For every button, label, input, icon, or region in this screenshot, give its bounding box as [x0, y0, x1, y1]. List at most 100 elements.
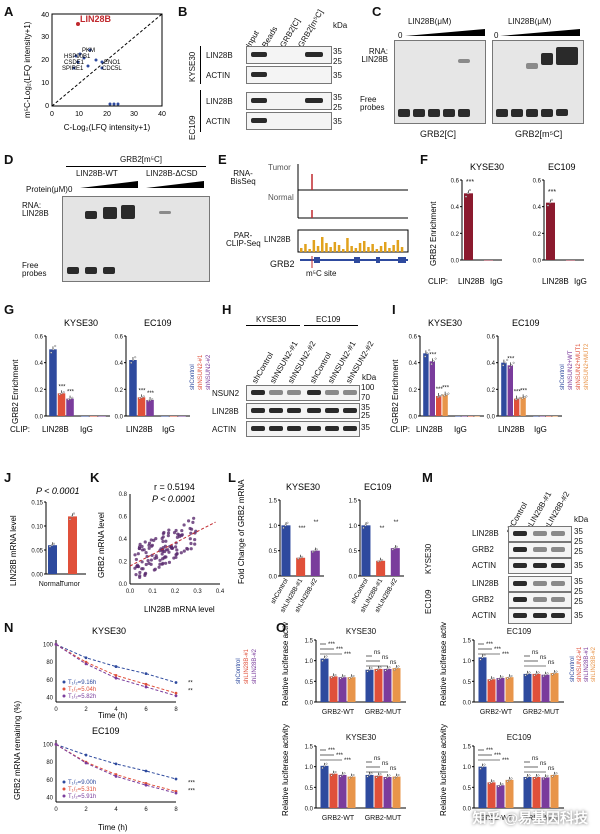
- scatter-point: [167, 550, 171, 554]
- data-point: [544, 776, 547, 779]
- y-axis-label: m⁵C-Log₂(LFQ intensity+1): [23, 21, 32, 118]
- bar: [81, 416, 89, 417]
- y-tick-label: 0.5: [463, 680, 472, 686]
- chart-title: EC109: [92, 726, 120, 736]
- y-tick-label: 0.6: [119, 515, 128, 521]
- western-blot: [508, 592, 572, 608]
- bar: [137, 397, 146, 416]
- data-point: [504, 361, 507, 364]
- data-point: [315, 548, 318, 551]
- marker: 35: [361, 403, 370, 412]
- bar: [347, 776, 356, 808]
- fit-line: [129, 521, 216, 567]
- data-point: [321, 766, 324, 769]
- marker: 35: [333, 47, 342, 56]
- row-label: ACTIN: [472, 611, 496, 620]
- data-point: [330, 774, 333, 777]
- scatter-point: [138, 570, 142, 575]
- row-label: LIN28B: [472, 579, 499, 588]
- x-cat: Tumor: [60, 581, 81, 588]
- bar: [374, 775, 383, 808]
- data-point: [508, 676, 511, 679]
- y-tick-label: 0.2: [409, 388, 418, 394]
- data-point: [144, 682, 148, 686]
- y-tick-label: 0.2: [533, 232, 542, 238]
- bar: [383, 777, 392, 808]
- data-point: [447, 392, 450, 395]
- lin28b-point: [76, 22, 80, 26]
- data-point: [350, 676, 353, 679]
- y-tick-label: 100: [43, 642, 54, 648]
- clip-peak: [358, 243, 362, 252]
- y-tick-label: 0.5: [305, 680, 314, 686]
- significance-label: ***: [514, 390, 522, 396]
- x-cat: IgG: [490, 277, 503, 286]
- scatter-point: [164, 561, 168, 565]
- y-tick-label: 0.6: [115, 335, 124, 341]
- data-point: [71, 396, 74, 399]
- panel-letter-d: D: [4, 152, 14, 167]
- marker: 35: [333, 93, 342, 102]
- marker: 35: [574, 527, 583, 536]
- data-point: [499, 784, 502, 787]
- y-tick: 10: [41, 80, 49, 87]
- data-point: [546, 672, 549, 675]
- bar: [296, 557, 306, 576]
- cell-line-label: KYSE30: [256, 315, 287, 324]
- y-tick-label: 0.4: [119, 537, 128, 543]
- data-point: [490, 678, 493, 681]
- row-label: ACTIN: [212, 425, 236, 434]
- scatter-point: [146, 558, 150, 563]
- significance-label: ***: [494, 647, 502, 653]
- bar: [455, 416, 461, 417]
- bar: [365, 774, 374, 808]
- data-point: [370, 772, 373, 775]
- clip-peak: [312, 240, 316, 252]
- bar: [550, 774, 559, 808]
- protein-point: [112, 102, 116, 106]
- x-tick-label: 8: [174, 807, 178, 813]
- protein-point: [74, 54, 78, 58]
- y-axis-label: Relative luciferase activity: [439, 724, 448, 816]
- scatter-point: [172, 531, 177, 535]
- data-point: [130, 361, 133, 364]
- clip-peak: [363, 241, 366, 252]
- y-tick-label: 0.2: [115, 388, 124, 394]
- scatter-point: [134, 573, 138, 577]
- data-point: [114, 665, 118, 668]
- legend-label: shNSUN2-#1: [577, 646, 583, 682]
- cell-line-label: EC109: [188, 115, 197, 140]
- x-tick-label: 8: [174, 707, 178, 713]
- row-label: ACTIN: [206, 117, 230, 126]
- panel-letter-l: L: [228, 470, 236, 485]
- y-tick-label: 0.0: [305, 701, 314, 707]
- y-tick-label: 0.0: [115, 415, 124, 421]
- scatter-point: [167, 560, 172, 564]
- data-point: [393, 777, 396, 780]
- y-tick: 30: [41, 34, 49, 41]
- bar: [546, 202, 555, 260]
- data-point: [506, 780, 509, 783]
- x-cat: IgG: [162, 425, 175, 434]
- row-label: LIN28B: [212, 407, 239, 416]
- bar: [532, 777, 541, 808]
- y-tick-label: 0.4: [451, 205, 460, 211]
- scatter-point: [140, 544, 144, 549]
- data-point: [502, 364, 505, 367]
- data-point: [393, 547, 396, 550]
- clip-peak: [384, 242, 387, 252]
- data-point: [138, 397, 141, 400]
- legend-label: shLIN28B-#1: [584, 646, 590, 682]
- data-point: [132, 359, 135, 362]
- bar: [49, 349, 57, 416]
- data-point: [134, 356, 137, 359]
- y-axis-label: Fold Change of GRB2 mRNA level: [237, 478, 246, 584]
- x-cat: GRB2-MUT: [523, 709, 560, 716]
- data-point: [174, 777, 178, 781]
- clip-peak: [346, 238, 349, 252]
- legend-label: shNSUN2-#2: [206, 354, 212, 390]
- bar: [464, 193, 473, 260]
- chart-title: KYSE30: [346, 627, 377, 636]
- data-point: [379, 773, 382, 776]
- data-point: [537, 671, 540, 674]
